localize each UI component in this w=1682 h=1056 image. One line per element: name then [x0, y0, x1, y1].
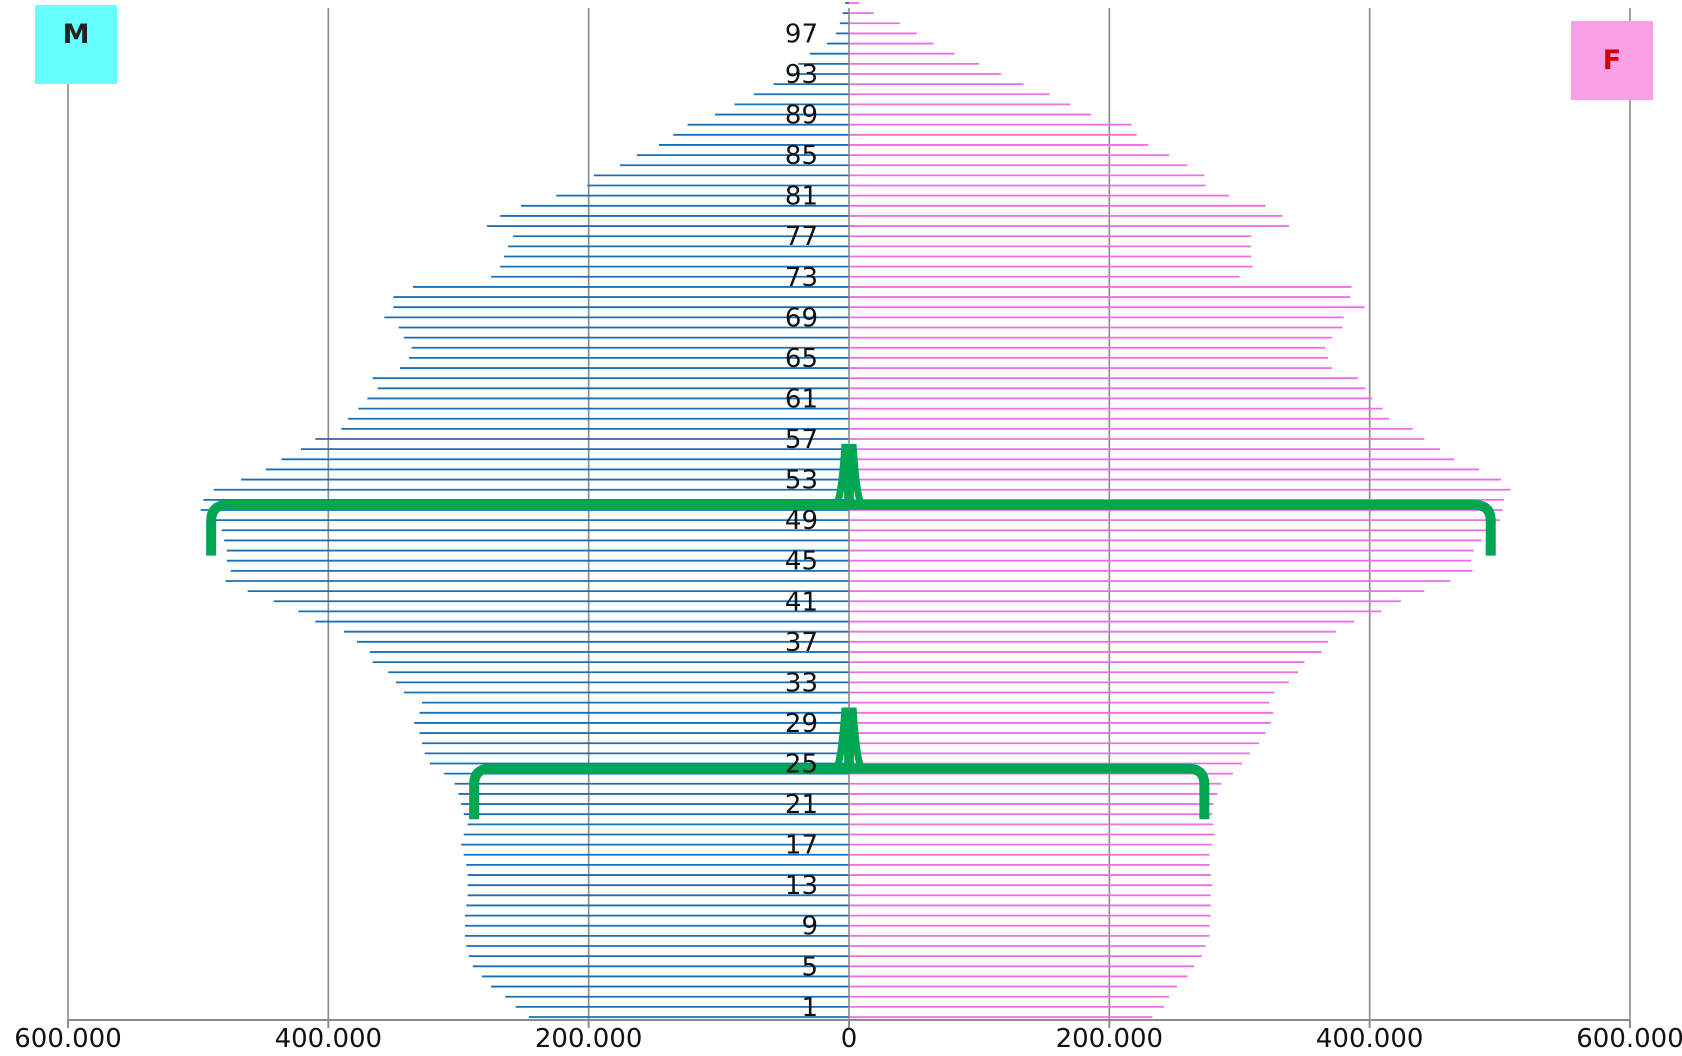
age-label: 97 [785, 19, 818, 49]
x-tick-label: 200.000 [1056, 1024, 1164, 1054]
age-label: 53 [785, 466, 818, 496]
legend-female: F [1571, 21, 1653, 100]
annotation-brackets [206, 443, 1496, 820]
bracket-beak [833, 707, 852, 774]
bracket-male [206, 499, 849, 556]
bars [200, 2, 1511, 1018]
age-label: 93 [785, 60, 818, 90]
x-tick-label: 400.000 [275, 1024, 383, 1054]
age-label: 81 [785, 182, 818, 212]
age-label: 49 [785, 506, 818, 536]
age-label: 41 [785, 587, 818, 617]
age-label: 25 [785, 750, 818, 780]
legend-female-label: F [1602, 45, 1622, 76]
legend-male: M [35, 5, 117, 84]
age-label: 5 [801, 952, 818, 982]
age-labels: 97 93 89 85 81 77 73 69 65 61 57 53 49 45 41 37 33 29 25 21… [785, 19, 818, 1022]
age-label: 29 [785, 709, 818, 739]
age-label: 37 [785, 628, 818, 658]
age-label: 9 [801, 912, 818, 942]
bracket-beak [846, 707, 865, 774]
age-label: 61 [785, 384, 818, 414]
age-label: 33 [785, 668, 818, 698]
age-label: 89 [785, 101, 818, 131]
age-label: 77 [785, 222, 818, 252]
age-label: 13 [785, 871, 818, 901]
bracket-beak [833, 443, 852, 510]
age-label: 85 [785, 141, 818, 171]
x-axis: 600.000 400.000 200.000 0 200.000 400.000 600.… [14, 8, 1682, 1054]
bracket-male [469, 763, 849, 820]
x-tick-label: 0 [841, 1024, 858, 1054]
age-label: 45 [785, 547, 818, 577]
x-tick-label: 400.000 [1316, 1024, 1424, 1054]
x-tick-label: 600.000 [14, 1024, 122, 1054]
legend-male-label: M [62, 19, 90, 50]
age-label: 21 [785, 790, 818, 820]
age-label: 65 [785, 344, 818, 374]
bracket-beak [846, 443, 865, 510]
x-tick-label: 600.000 [1576, 1024, 1682, 1054]
age-label: 69 [785, 303, 818, 333]
bracket-female [849, 499, 1496, 556]
x-tick-label: 200.000 [535, 1024, 643, 1054]
grid-lines [67, 8, 1631, 1020]
age-label: 17 [785, 831, 818, 861]
age-label: 73 [785, 263, 818, 293]
age-label: 57 [785, 425, 818, 455]
age-label: 1 [801, 993, 818, 1023]
bracket-female [849, 763, 1210, 820]
